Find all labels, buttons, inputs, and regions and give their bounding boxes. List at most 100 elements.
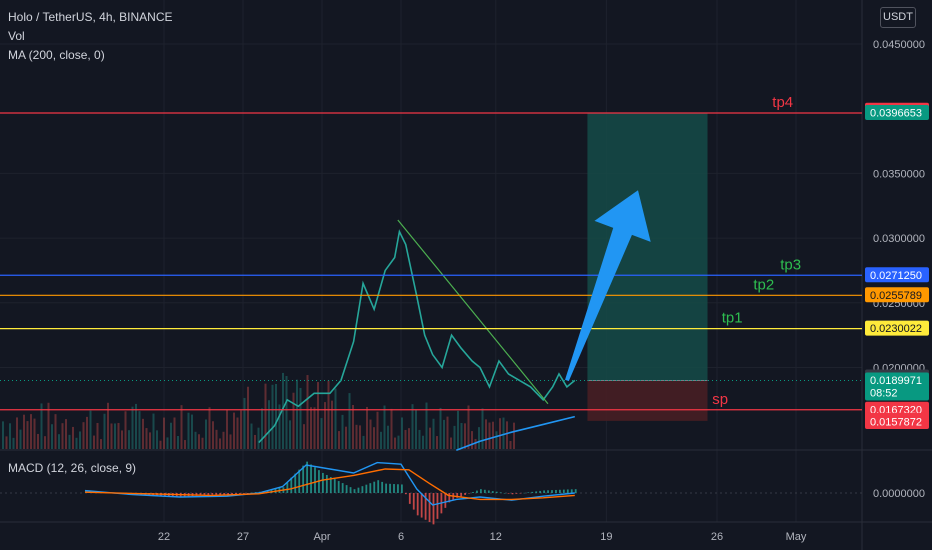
volume-bar xyxy=(124,411,127,449)
volume-bar xyxy=(436,436,438,449)
macd-histogram-bar xyxy=(448,493,451,503)
volume-bar xyxy=(23,414,25,449)
volume-bar xyxy=(467,405,470,449)
macd-histogram-bar xyxy=(499,492,502,493)
volume-bar xyxy=(411,404,414,449)
volume-bar xyxy=(488,422,491,449)
time-tick-label: 12 xyxy=(490,531,502,543)
volume-bar xyxy=(425,402,428,449)
macd-histogram-bar xyxy=(566,489,569,493)
macd-histogram-bar xyxy=(480,489,482,493)
macd-histogram-bar xyxy=(519,493,522,494)
volume-bar xyxy=(51,424,53,449)
macd-histogram-bar xyxy=(231,493,233,495)
volume-bar xyxy=(233,412,235,449)
volume-bar xyxy=(19,429,22,449)
macd-histogram-bar xyxy=(239,493,241,494)
macd-histogram-bar xyxy=(219,493,222,495)
macd-histogram-bar xyxy=(333,479,336,493)
volume-bar xyxy=(198,434,200,449)
volume-bar xyxy=(254,434,256,449)
level-label-sp: sp xyxy=(712,391,728,408)
volume-bar xyxy=(145,428,148,449)
volume-bar xyxy=(240,410,242,449)
volume-bar xyxy=(429,427,431,449)
macd-histogram-bar xyxy=(460,493,463,497)
volume-bar xyxy=(394,437,396,449)
volume-bar xyxy=(191,414,193,449)
volume-bar xyxy=(79,431,81,449)
volume-bar xyxy=(443,419,445,449)
volume-bar xyxy=(338,431,340,449)
macd-histogram-bar xyxy=(353,489,356,493)
ma-line xyxy=(456,415,575,452)
volume-bar xyxy=(159,440,162,449)
volume-bar xyxy=(296,379,298,449)
volume-bar xyxy=(226,409,228,449)
macd-histogram-bar xyxy=(397,484,399,493)
level-label-tp2: tp2 xyxy=(753,276,774,293)
macd-histogram-bar xyxy=(472,492,474,493)
volume-bar xyxy=(33,418,36,449)
volume-bar xyxy=(261,408,263,449)
volume-bar xyxy=(362,435,365,449)
volume-bar xyxy=(61,423,64,449)
macd-histogram-bar xyxy=(562,489,565,493)
volume-bar xyxy=(2,421,4,449)
volume-bar xyxy=(250,423,253,449)
macd-histogram-bar xyxy=(310,464,312,493)
volume-bar xyxy=(278,404,281,449)
macd-histogram-bar xyxy=(211,493,214,495)
macd-histogram-bar xyxy=(235,493,237,495)
volume-bar xyxy=(457,410,459,449)
volume-bar xyxy=(135,403,137,449)
macd-histogram-bar xyxy=(325,474,328,493)
price-tick-label: 0.0450000 xyxy=(873,39,925,51)
price-tag: 0.0396653 xyxy=(865,105,929,121)
macd-histogram-bar xyxy=(393,484,395,493)
price-tag-value: 0.0255789 xyxy=(870,290,922,302)
macd-histogram-bar xyxy=(539,490,542,493)
macd-histogram-bar xyxy=(503,493,506,494)
volume-bar xyxy=(275,383,277,449)
volume-bar xyxy=(432,418,435,449)
volume-bar xyxy=(26,421,29,449)
volume-bar xyxy=(128,430,130,449)
volume-bar xyxy=(9,423,11,449)
volume-bar xyxy=(40,403,43,449)
macd-histogram-bar xyxy=(290,477,293,493)
volume-bar xyxy=(450,437,452,449)
volume-bar xyxy=(478,427,480,449)
volume-bar xyxy=(30,414,32,449)
macd-histogram-bar xyxy=(523,492,526,494)
macd-histogram-bar xyxy=(420,493,423,518)
macd-histogram-bar xyxy=(559,489,561,493)
volume-bar xyxy=(495,431,498,449)
volume-bar xyxy=(446,416,449,449)
macd-histogram-bar xyxy=(369,483,372,493)
volume-bar xyxy=(58,434,60,449)
volume-bar xyxy=(219,438,221,449)
macd-histogram-bar xyxy=(487,490,490,493)
macd-histogram-bar xyxy=(365,484,368,493)
volume-bar xyxy=(110,423,113,449)
volume-bar xyxy=(369,419,372,449)
volume-bar xyxy=(12,437,15,449)
macd-histogram-bar xyxy=(223,493,226,496)
volume-bar xyxy=(492,421,494,449)
volume-bar xyxy=(373,427,375,449)
volume-bar xyxy=(37,433,39,449)
volume-bar xyxy=(380,431,382,449)
currency-button[interactable]: USDT xyxy=(880,7,916,28)
volume-bar xyxy=(313,407,316,449)
volume-bar xyxy=(317,382,319,449)
macd-histogram-bar xyxy=(507,493,510,494)
price-tag-value: 0.0157872 xyxy=(870,416,922,428)
price-tick-label: 0.0300000 xyxy=(873,233,925,245)
macd-pane xyxy=(0,461,862,525)
volume-bar xyxy=(348,393,351,449)
volume-bar xyxy=(47,402,50,449)
ma-legend: MA (200, close, 0) xyxy=(8,48,105,62)
macd-histogram-bar xyxy=(286,482,289,493)
